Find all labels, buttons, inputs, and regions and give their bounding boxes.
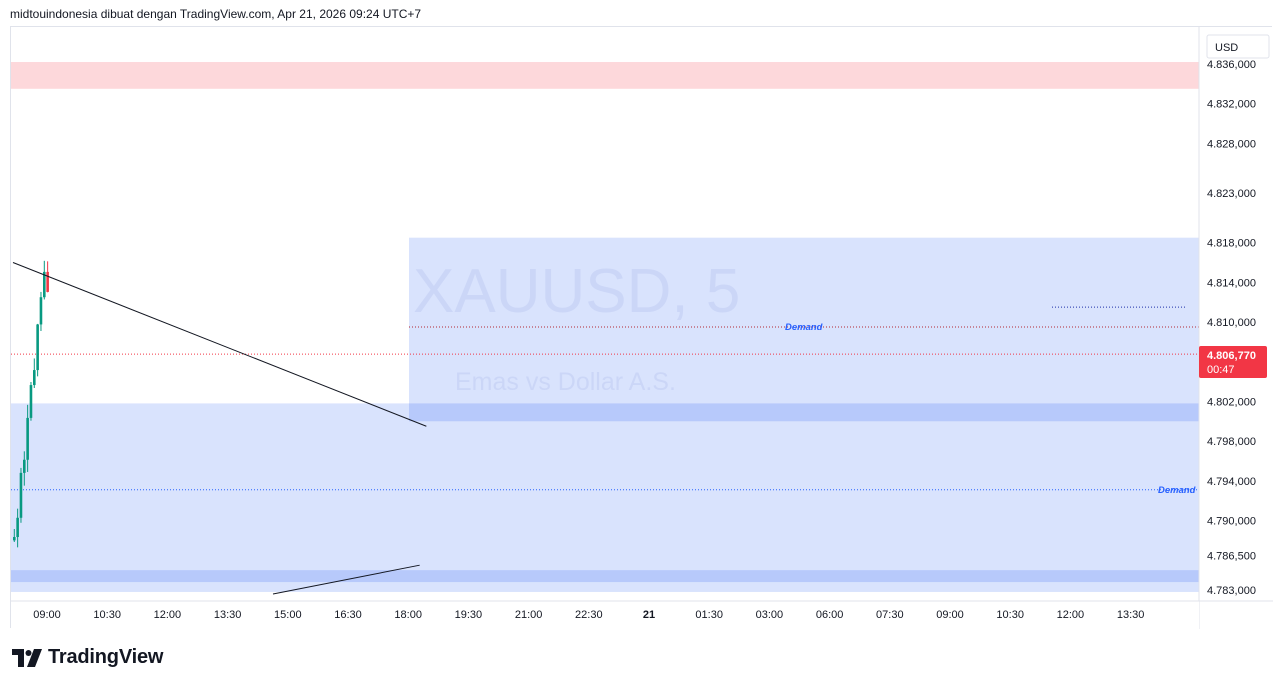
- chart-frame[interactable]: XAUUSD, 5 Emas vs Dollar A.S. Demand Dema…: [10, 26, 1273, 629]
- last-price-box: [1199, 346, 1267, 378]
- demand-label: Demand: [785, 322, 823, 333]
- price-tick-label: 4.783,000: [1207, 585, 1256, 597]
- time-tick-label: 19:30: [455, 609, 483, 621]
- supply-zone: [11, 62, 1199, 89]
- demand-zone-band: [409, 403, 1199, 422]
- price-tick-label: 4.836,000: [1207, 59, 1256, 71]
- candle-body: [36, 324, 39, 371]
- tradingview-brand[interactable]: TradingView: [12, 646, 163, 669]
- candles-layer: [13, 260, 49, 548]
- price-tick-label: 4.832,000: [1207, 99, 1256, 111]
- time-tick-label: 09:00: [33, 609, 61, 621]
- time-tick-label: 18:00: [394, 609, 422, 621]
- time-tick-label: 12:00: [1057, 609, 1085, 621]
- price-axis[interactable]: 4.836,000 4.832,000 4.828,000 4.823,000 4.81…: [1198, 27, 1273, 629]
- time-axis-background: [11, 601, 1199, 629]
- time-tick-label: 13:30: [1117, 609, 1145, 621]
- time-axis[interactable]: 09:00 10:30 12:00 13:30 15:00 16:30 18:00 19:30…: [11, 600, 1273, 629]
- price-tick-label: 4.786,500: [1207, 550, 1256, 562]
- demand-label: Demand: [1158, 485, 1196, 496]
- candle-body: [13, 537, 16, 541]
- currency-button[interactable]: USD: [1206, 34, 1270, 59]
- price-tick-label: 4.794,000: [1207, 476, 1256, 488]
- time-tick-label: 15:00: [274, 609, 302, 621]
- time-tick-label: 03:00: [756, 609, 784, 621]
- trendline: [12, 262, 427, 427]
- time-tick-label: 21: [643, 609, 655, 621]
- time-tick-label: 12:00: [154, 609, 182, 621]
- watermark-layer: XAUUSD, 5 Emas vs Dollar A.S.: [413, 257, 740, 396]
- price-axis-background: [1199, 27, 1273, 629]
- price-tick-label: 4.810,000: [1207, 317, 1256, 329]
- chart-canvas[interactable]: XAUUSD, 5 Emas vs Dollar A.S. DemandDema…: [11, 27, 1273, 629]
- candle-body: [16, 517, 19, 538]
- time-tick-label: 07:30: [876, 609, 904, 621]
- candle-body: [23, 459, 26, 473]
- time-tick-label: 22:30: [575, 609, 603, 621]
- price-tick-label: 4.798,000: [1207, 436, 1256, 448]
- demand-zone-band: [11, 570, 1199, 583]
- demand-zone: [11, 403, 1199, 592]
- last-price-value: 4.806,770: [1207, 350, 1256, 362]
- levels-layer: Demand Demand: [11, 306, 1199, 496]
- time-tick-label: 10:30: [93, 609, 121, 621]
- candle-body: [29, 385, 33, 418]
- time-tick-label: 21:00: [515, 609, 543, 621]
- chart-title: midtouindonesia dibuat dengan TradingVie…: [10, 7, 422, 21]
- zones-layer: [11, 62, 1199, 592]
- price-tick-label: 4.790,000: [1207, 516, 1256, 528]
- countdown-value: 00:47: [1207, 364, 1235, 376]
- watermark-name: Emas vs Dollar A.S.: [455, 368, 676, 396]
- trendlines-layer: [12, 262, 427, 595]
- price-tick-label: 4.802,000: [1207, 396, 1256, 408]
- price-tick-label: 4.814,000: [1207, 277, 1256, 289]
- candle-body: [33, 370, 36, 386]
- time-tick-label: 16:30: [334, 609, 362, 621]
- tradingview-wordmark: TradingView: [48, 646, 164, 668]
- time-tick-label: 09:00: [936, 609, 964, 621]
- time-tick-label: 10:30: [996, 609, 1024, 621]
- price-tick-label: 4.818,000: [1207, 238, 1256, 250]
- trendline: [272, 564, 420, 595]
- last-price-label: 4.806,770 00:47: [1199, 346, 1267, 378]
- time-tick-label: 06:00: [816, 609, 844, 621]
- time-tick-label: 13:30: [214, 609, 242, 621]
- candle-body: [39, 297, 43, 325]
- time-tick-label: 01:30: [695, 609, 723, 621]
- tradingview-logo-icon: [12, 648, 42, 667]
- price-tick-label: 4.823,000: [1207, 188, 1256, 200]
- price-tick-label: 4.828,000: [1207, 138, 1256, 150]
- watermark-symbol: XAUUSD, 5: [413, 257, 740, 326]
- candle-body: [46, 271, 49, 292]
- currency-label: USD: [1215, 42, 1238, 54]
- demand-zone: [409, 237, 1199, 417]
- candle-body: [19, 472, 23, 518]
- candle-body: [26, 417, 29, 460]
- candle-body: [43, 271, 46, 298]
